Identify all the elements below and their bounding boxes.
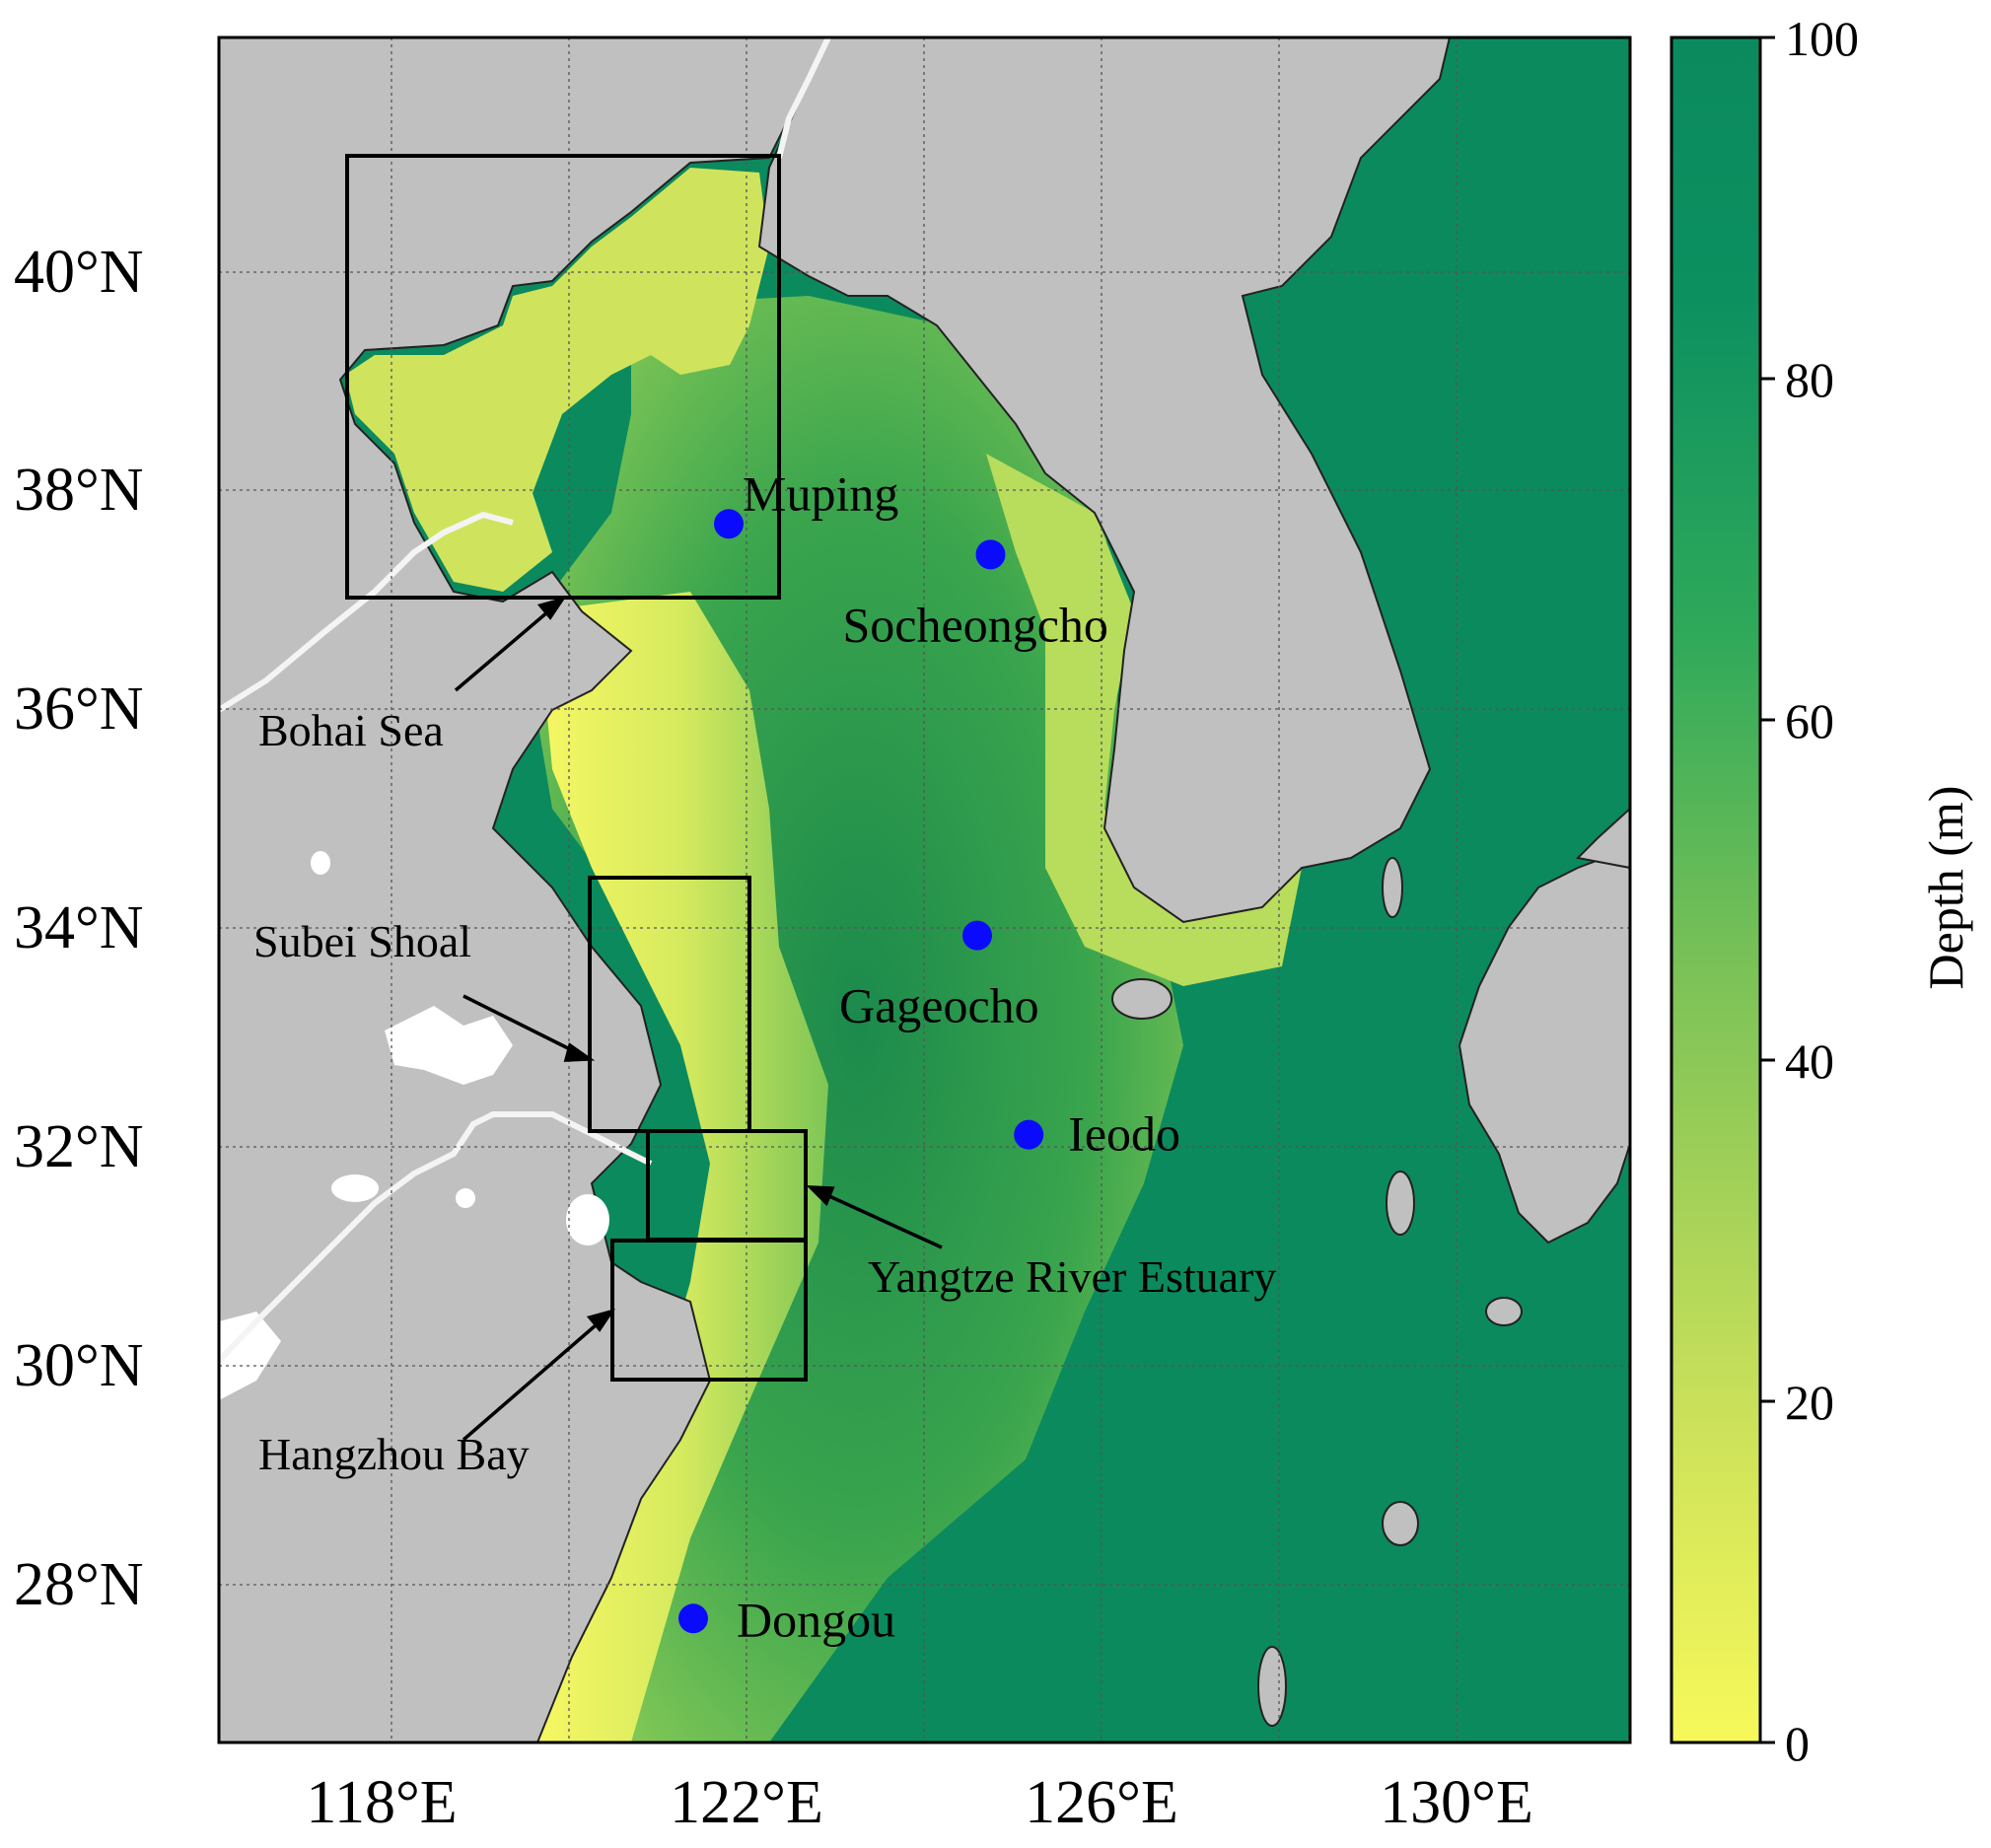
- site-marker-ieodo: [1014, 1119, 1044, 1150]
- china-land: [219, 37, 830, 1742]
- island: [1386, 1171, 1415, 1236]
- lake: [311, 851, 330, 875]
- site-label-muping: Muping: [743, 465, 898, 521]
- site-label-dongou: Dongou: [737, 1592, 895, 1647]
- y-axis: 40°N 38°N 36°N 34°N 32°N 30°N 28°N: [14, 239, 144, 1618]
- x-axis: 118°E 122°E 126°E 130°E: [306, 1769, 1533, 1836]
- y-tick-label: 36°N: [14, 675, 144, 743]
- lake: [219, 1312, 281, 1400]
- x-tick-label: 122°E: [670, 1769, 823, 1836]
- lake: [456, 1188, 475, 1208]
- yellow-river: [219, 511, 514, 713]
- site-marker-socheongcho: [975, 539, 1006, 570]
- colorbar-ticks: [1760, 36, 1775, 1744]
- colorbar-tick-label: 0: [1785, 1716, 1810, 1771]
- yangtze-river: [219, 1111, 653, 1364]
- island: [1257, 1646, 1287, 1727]
- jeju-island: [1111, 978, 1173, 1020]
- x-tick-label: 118°E: [306, 1769, 457, 1836]
- colorbar-tick-label: 60: [1785, 693, 1834, 748]
- honshu-land: [1575, 807, 1630, 870]
- lake: [566, 1194, 609, 1245]
- graticule: [219, 37, 1630, 1742]
- colorbar-tick-label: 100: [1785, 11, 1859, 66]
- island: [1382, 1501, 1419, 1546]
- y-tick-label: 28°N: [14, 1551, 144, 1618]
- site-label-socheongcho: Socheongcho: [843, 597, 1108, 652]
- annotation-arrows: [454, 597, 943, 1442]
- y-tick-label: 34°N: [14, 894, 144, 961]
- plot-frame: [217, 36, 1632, 1744]
- x-tick-label: 126°E: [1025, 1769, 1178, 1836]
- site-marker-gageocho: [962, 920, 992, 951]
- monitoring-sites: Muping Socheongcho Gageocho Ieodo Dongou: [678, 465, 1180, 1647]
- site-label-ieodo: Ieodo: [1068, 1106, 1180, 1162]
- colorbar-tick-label: 20: [1785, 1375, 1834, 1430]
- tsushima-island: [1382, 857, 1403, 918]
- x-tick-label: 130°E: [1380, 1769, 1533, 1836]
- korea-land: [757, 37, 1452, 924]
- site-marker-muping: [714, 509, 744, 539]
- map-plot-area: [219, 37, 1630, 1742]
- y-tick-label: 40°N: [14, 239, 144, 306]
- site-label-gageocho: Gageocho: [839, 978, 1039, 1033]
- colorbar-tick-label: 80: [1785, 352, 1834, 407]
- kyushu-land: [1458, 846, 1630, 1244]
- korea-coastal-water: [986, 454, 1302, 986]
- y-tick-label: 38°N: [14, 457, 144, 524]
- colorbar: 0 20 40 60 80 100 Depth (m): [1670, 11, 1973, 1771]
- bohai-sea-water: [345, 168, 769, 592]
- lake: [385, 1006, 513, 1085]
- region-label-yangtze-estuary: Yangtze River Estuary: [868, 1251, 1276, 1302]
- lake: [331, 1174, 379, 1202]
- liao-river: [776, 37, 831, 159]
- y-tick-label: 32°N: [14, 1113, 144, 1180]
- site-marker-dongou: [678, 1603, 708, 1634]
- colorbar-gradient: [1670, 36, 1762, 1744]
- colorbar-title: Depth (m): [1918, 786, 1973, 990]
- region-label-bohai-sea: Bohai Sea: [258, 705, 444, 755]
- region-label-hangzhou-bay: Hangzhou Bay: [258, 1429, 530, 1479]
- colorbar-tick-label: 40: [1785, 1033, 1834, 1089]
- y-tick-label: 30°N: [14, 1332, 144, 1399]
- region-label-subei-shoal: Subei Shoal: [253, 916, 471, 966]
- island: [1485, 1297, 1523, 1326]
